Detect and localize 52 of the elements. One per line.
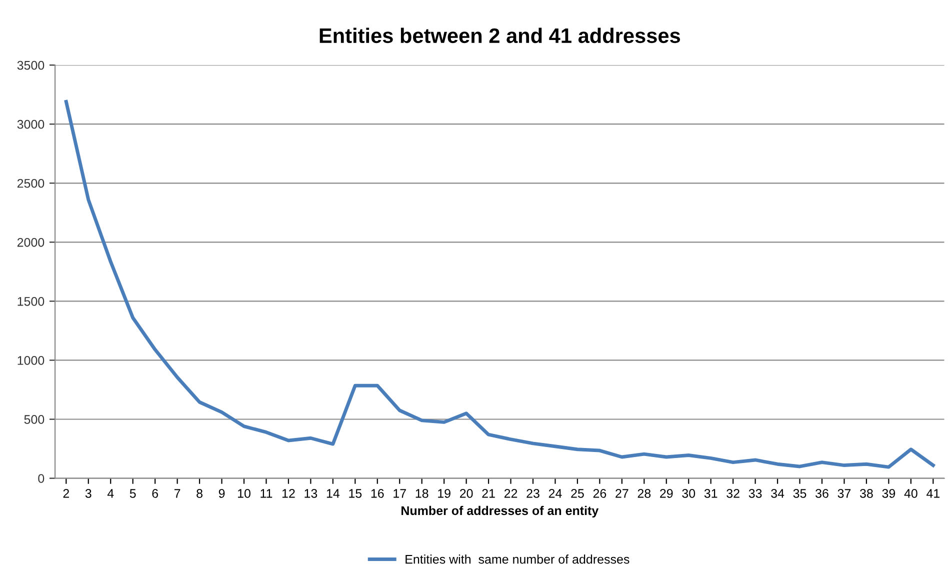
x-tick-label: 18 (416, 489, 428, 498)
x-tick-label: 34 (771, 489, 784, 498)
x-tick-label: 21 (482, 489, 495, 498)
x-tick-label: 30 (682, 489, 696, 498)
x-tick-label: 9 (218, 489, 225, 498)
x-tick-label: 12 (282, 489, 295, 498)
x-tick-label: 38 (860, 489, 873, 498)
y-tick-label: 0 (38, 474, 44, 483)
x-tick-label: 17 (394, 489, 406, 498)
x-tick-label: 8 (196, 489, 202, 498)
x-tick-label: 36 (816, 489, 828, 498)
chart-title: Entities between 2 and 41 addresses (320, 28, 680, 44)
x-tick-label: 29 (660, 489, 673, 498)
x-tick-label: 4 (107, 489, 114, 498)
y-tick-label: 2000 (17, 238, 44, 247)
x-tick-label: 24 (548, 489, 562, 498)
x-tick-label: 25 (571, 489, 584, 498)
x-tick-label: 22 (504, 489, 518, 498)
y-tick-label: 3000 (17, 120, 44, 129)
x-tick-label: 23 (526, 489, 540, 498)
x-tick-label: 6 (152, 489, 158, 498)
x-tick-label: 33 (748, 489, 762, 498)
x-tick-label: 5 (130, 489, 136, 498)
line-series (64, 100, 935, 469)
x-tick-label: 14 (326, 489, 340, 498)
legend-label: Entities with same number of addresses (406, 554, 630, 564)
x-tick-label: 3 (85, 489, 92, 498)
y-tick-label: 1500 (18, 296, 44, 306)
x-tick-label: 2 (63, 489, 70, 498)
y-tick-label: 3500 (17, 60, 44, 70)
x-tick-label: 26 (593, 489, 606, 498)
x-tick-label: 15 (349, 489, 362, 498)
x-tick-label: 39 (882, 489, 896, 498)
x-tick-label: 31 (704, 489, 718, 498)
x-tick-label: 32 (726, 489, 740, 498)
x-tick-label: 7 (174, 489, 180, 498)
x-tick-label: 27 (616, 489, 628, 498)
x-tick-label: 37 (838, 489, 851, 498)
x-tick-label: 41 (926, 489, 940, 498)
x-tick-label: 16 (371, 489, 384, 498)
x-tick-label: 28 (638, 489, 651, 498)
x-axis-title: Number of addresses of an entity (402, 506, 599, 518)
x-tick-label: 19 (438, 489, 450, 498)
x-tick-label: 13 (304, 489, 318, 498)
x-tick-label: 10 (238, 489, 250, 498)
x-tick-label: 35 (793, 489, 806, 498)
x-tick-label: 40 (904, 489, 918, 498)
y-tick-label: 500 (24, 415, 44, 424)
x-tick-label: 11 (260, 489, 272, 498)
y-tick-label: 2500 (17, 178, 44, 188)
y-tick-label: 1000 (18, 356, 44, 365)
x-tick-label: 20 (460, 489, 473, 498)
